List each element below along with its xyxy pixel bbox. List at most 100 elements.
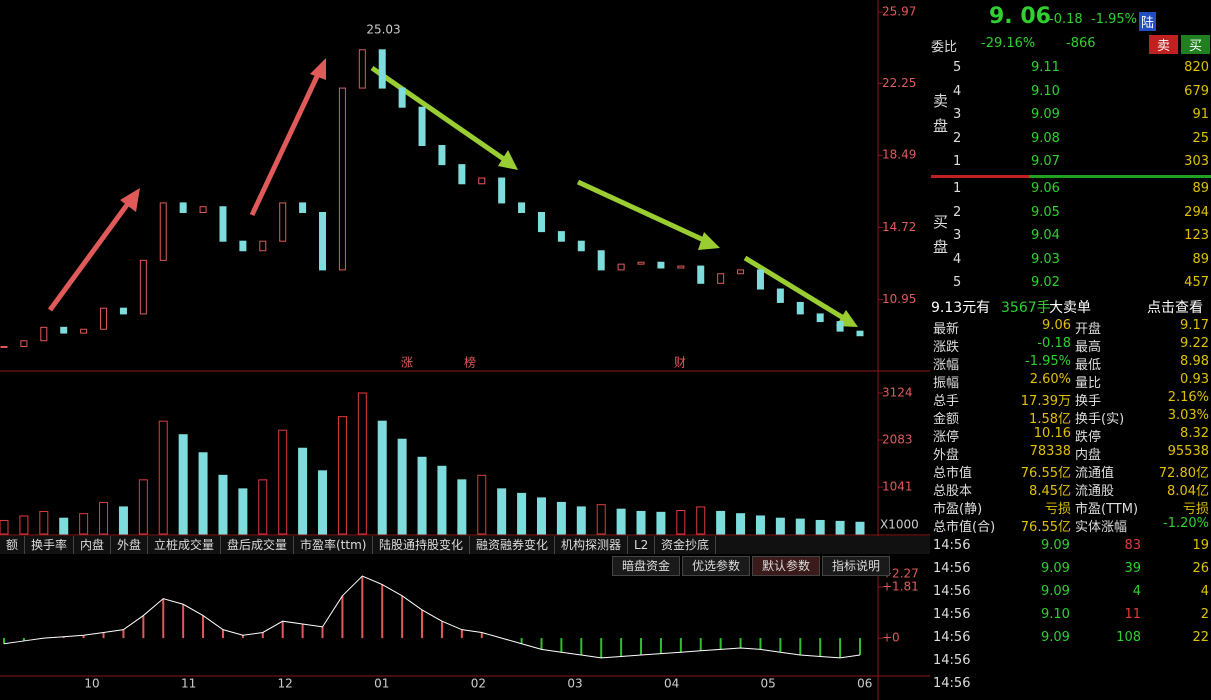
y-tick-label: 25.97 [882, 5, 916, 19]
candle [617, 263, 625, 271]
side-label: 卖 [933, 92, 949, 110]
tab[interactable]: 陆股通持股变化 [373, 536, 471, 554]
order-volume: 457 [1184, 275, 1209, 290]
button[interactable]: 默认参数 [752, 556, 820, 576]
tab[interactable]: L2 [628, 536, 656, 554]
volume-bar [198, 452, 208, 535]
y-tick-label: 22.25 [882, 76, 916, 90]
level: 5 [953, 275, 962, 290]
stat-value: 8.04亿 [1167, 484, 1209, 499]
x-label: 04 [664, 677, 679, 691]
volume-bar [696, 506, 706, 535]
stat-value: -1.20% [1163, 516, 1209, 531]
volume-bar [218, 474, 228, 535]
candle [20, 340, 28, 347]
volume-bar [616, 508, 626, 535]
candle [796, 301, 804, 315]
stat-label: 最新 [933, 322, 960, 337]
candle [239, 240, 247, 252]
summary[interactable]: 点击查看 [1147, 300, 1203, 316]
volume-bar [736, 513, 746, 535]
candle [119, 307, 127, 315]
stat-label: 跌停 [1075, 430, 1102, 445]
volume-bar [79, 513, 89, 535]
stat-value: 8.32 [1180, 426, 1209, 441]
stat-label: 市盈(静) [933, 502, 983, 517]
candle [259, 240, 267, 252]
event-label: 涨 [401, 355, 413, 370]
order-price: 9.11 [1031, 60, 1060, 75]
volume-bar [517, 492, 527, 535]
tab[interactable]: 换手率 [25, 536, 75, 554]
max-label: 25.03 [366, 23, 400, 37]
candle [60, 326, 68, 334]
candle [816, 313, 824, 323]
stat-value: 9.06 [1042, 318, 1071, 333]
volume-bar [556, 501, 566, 535]
tab[interactable]: 机构探测器 [555, 536, 629, 554]
button[interactable]: 指标说明 [822, 556, 890, 576]
tab[interactable]: 额 [0, 536, 26, 554]
volume-bar [656, 511, 666, 535]
stat-value: 78338 [1029, 444, 1071, 459]
candle [537, 211, 545, 233]
stat-label: 金额 [933, 412, 960, 427]
stat-label: 量比 [1075, 376, 1102, 391]
candle [756, 269, 764, 290]
buy-button[interactable]: 买 [1181, 35, 1211, 54]
candle [478, 177, 486, 185]
volume-bar [835, 520, 845, 535]
y-tick-label: 2083 [882, 432, 913, 446]
stat-label: 换手 [1075, 394, 1102, 409]
volume-bar [755, 515, 765, 535]
level: 1 [953, 154, 962, 169]
trade-cell: 9.09 [1041, 561, 1070, 576]
change-pct: -1.95% [1091, 12, 1137, 27]
volume-bar [258, 479, 268, 535]
divider [931, 175, 1211, 178]
stat-value: 8.45亿 [1029, 484, 1071, 499]
tab[interactable]: 盘后成交量 [221, 536, 295, 554]
sell-button[interactable]: 卖 [1149, 35, 1179, 54]
candle [80, 328, 88, 334]
stat-label: 振幅 [933, 376, 960, 391]
y-tick-label: +0 [882, 631, 900, 645]
button[interactable]: 暗盘资金 [612, 556, 680, 576]
x-label: 05 [761, 677, 776, 691]
stat-label: 总市值 [933, 466, 973, 481]
candle [557, 231, 565, 242]
volume-bar [775, 517, 785, 535]
order-volume: 303 [1184, 154, 1209, 169]
trade-cell: 39 [1124, 561, 1141, 576]
volume-bar [19, 515, 29, 535]
volume-bar [178, 434, 188, 535]
tab[interactable]: 立桩成交量 [148, 536, 222, 554]
volume-bar [357, 392, 367, 535]
candle [518, 202, 526, 213]
unit-label: X1000 [880, 518, 919, 532]
trade-cell: 19 [1192, 538, 1209, 553]
trade-cell: 14:56 [933, 538, 971, 553]
tab[interactable]: 资金抄底 [655, 536, 717, 554]
order-volume: 25 [1192, 130, 1209, 146]
volume-bar [815, 519, 825, 535]
value: -29.16% [981, 36, 1036, 51]
candle [159, 202, 167, 261]
tab[interactable]: 内盘 [74, 536, 112, 554]
order-price: 9.06 [1031, 181, 1060, 196]
stat-value: -1.95% [1025, 354, 1071, 369]
order-price: 9.07 [1031, 154, 1060, 169]
y-tick-label: 3124 [882, 386, 913, 400]
y-tick-label: 1041 [882, 480, 913, 494]
trade-cell: 22 [1192, 630, 1209, 645]
trade-cell: 4 [1200, 584, 1209, 599]
candle [100, 307, 108, 330]
tab[interactable]: 市盈率(ttm) [294, 536, 374, 554]
y-tick-label: 18.49 [882, 148, 916, 162]
stat-value: 亏损 [1044, 502, 1071, 517]
order-price: 9.04 [1031, 228, 1060, 243]
tab[interactable]: 外盘 [111, 536, 149, 554]
tab[interactable]: 融资融券变化 [470, 536, 556, 554]
button[interactable]: 优选参数 [682, 556, 750, 576]
